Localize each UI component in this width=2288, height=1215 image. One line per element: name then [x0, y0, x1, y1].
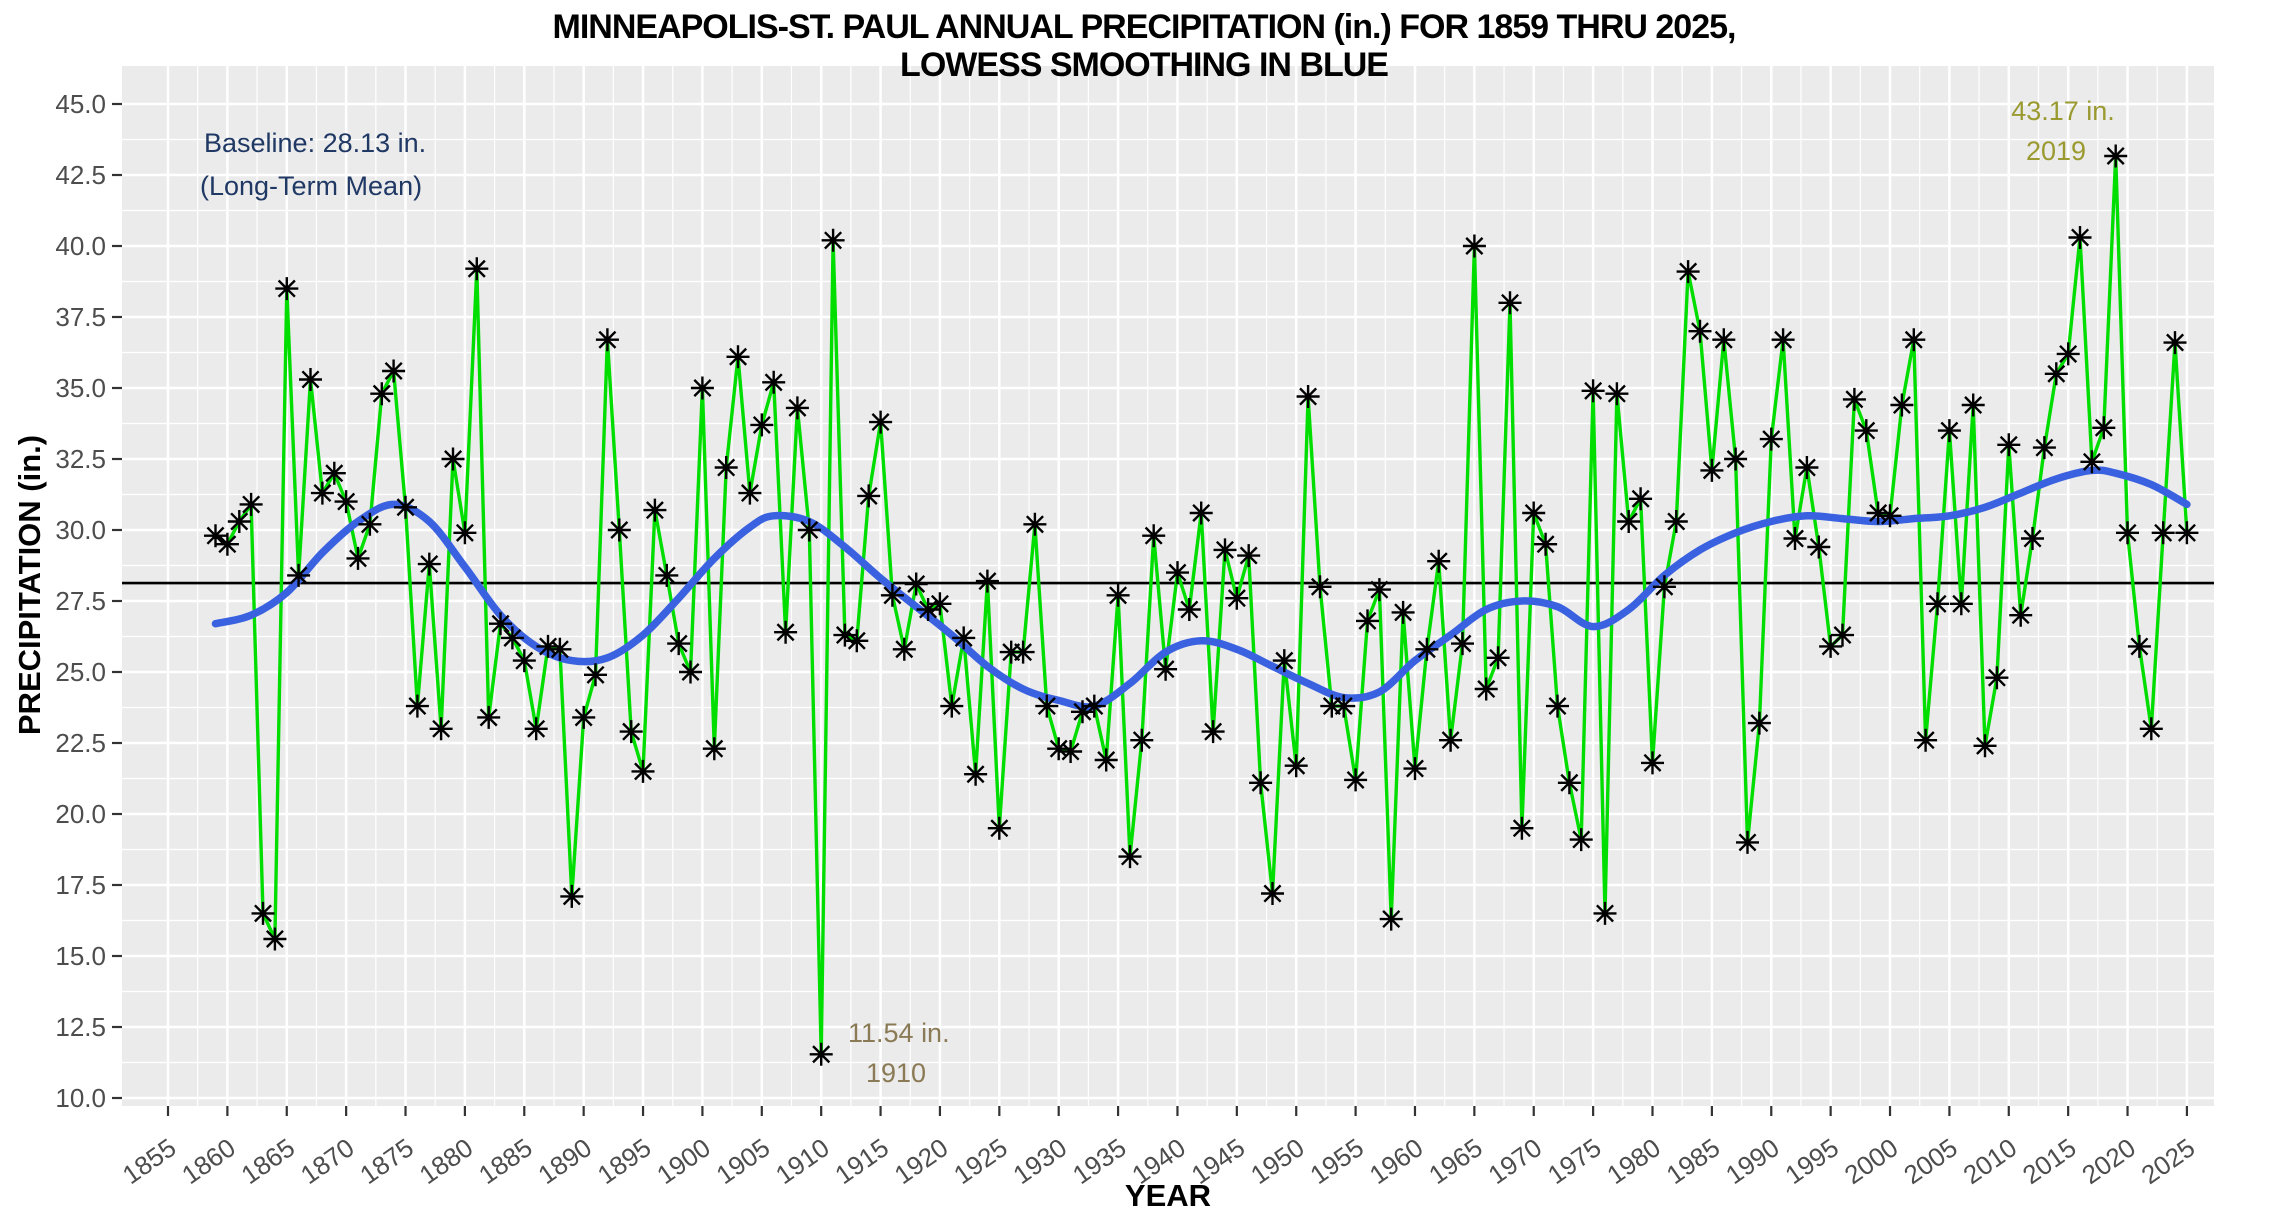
svg-text:20.0: 20.0	[55, 799, 106, 829]
svg-text:1975: 1975	[1542, 1132, 1607, 1190]
svg-text:1915: 1915	[829, 1132, 894, 1190]
svg-text:2000: 2000	[1839, 1132, 1904, 1190]
svg-text:1895: 1895	[592, 1132, 657, 1190]
svg-text:40.0: 40.0	[55, 231, 106, 261]
plot-panel	[122, 66, 2214, 1106]
asterisk-markers	[204, 144, 2199, 1066]
svg-text:1890: 1890	[533, 1132, 598, 1190]
svg-text:22.5: 22.5	[55, 728, 106, 758]
svg-text:1870: 1870	[295, 1132, 360, 1190]
svg-text:30.0: 30.0	[55, 515, 106, 545]
svg-text:1910: 1910	[770, 1132, 835, 1190]
svg-text:35.0: 35.0	[55, 373, 106, 403]
y-axis-title: PRECIPITATION (in.)	[12, 434, 47, 736]
svg-text:1970: 1970	[1483, 1132, 1548, 1190]
svg-text:1885: 1885	[473, 1132, 538, 1190]
y-tick-labels: 10.0 12.5 15.0 17.5 20.0 22.5 25.0 27.5 30.0 32.5…	[55, 89, 106, 1113]
svg-text:17.5: 17.5	[55, 870, 106, 900]
svg-text:10.0: 10.0	[55, 1083, 106, 1113]
min-annotation-value: 11.54 in.	[848, 1018, 950, 1048]
chart-title-line2: LOWESS SMOOTHING IN BLUE	[900, 46, 1389, 84]
svg-text:27.5: 27.5	[55, 586, 106, 616]
max-annotation-year: 2019	[2025, 136, 2087, 166]
svg-text:1905: 1905	[711, 1132, 776, 1190]
svg-text:1930: 1930	[1008, 1132, 1073, 1190]
grid-major	[122, 66, 2214, 1106]
svg-text:1880: 1880	[414, 1132, 479, 1190]
x-axis-title: YEAR	[1124, 1178, 1212, 1213]
svg-text:1955: 1955	[1304, 1132, 1369, 1190]
svg-text:1855: 1855	[117, 1132, 182, 1190]
svg-text:1960: 1960	[1364, 1132, 1429, 1190]
data-markers	[204, 144, 2199, 1066]
svg-text:1920: 1920	[889, 1132, 954, 1190]
svg-text:2010: 2010	[1958, 1132, 2023, 1190]
max-annotation-value: 43.17 in.	[2011, 96, 2115, 126]
svg-text:1980: 1980	[1601, 1132, 1666, 1190]
svg-text:1990: 1990	[1720, 1132, 1785, 1190]
svg-text:2005: 2005	[1898, 1132, 1963, 1190]
svg-text:1935: 1935	[1067, 1132, 1132, 1190]
svg-text:2025: 2025	[2136, 1132, 2201, 1190]
svg-text:45.0: 45.0	[55, 89, 106, 119]
svg-text:2020: 2020	[2076, 1132, 2141, 1190]
svg-text:12.5: 12.5	[55, 1012, 106, 1042]
axis-ticks	[112, 102, 2189, 1116]
svg-text:1875: 1875	[354, 1132, 419, 1190]
svg-text:1965: 1965	[1423, 1132, 1488, 1190]
svg-text:1900: 1900	[651, 1132, 716, 1190]
svg-text:1995: 1995	[1779, 1132, 1844, 1190]
svg-text:1865: 1865	[236, 1132, 301, 1190]
svg-text:1860: 1860	[176, 1132, 241, 1190]
svg-text:15.0: 15.0	[55, 941, 106, 971]
svg-text:1985: 1985	[1661, 1132, 1726, 1190]
svg-text:1950: 1950	[1245, 1132, 1310, 1190]
svg-text:1925: 1925	[948, 1132, 1013, 1190]
min-annotation-year: 1910	[866, 1058, 927, 1088]
lowess-line	[211, 466, 2191, 711]
chart-title-line1: MINNEAPOLIS-ST. PAUL ANNUAL PRECIPITATIO…	[552, 8, 1737, 46]
baseline-note-line2: (Long-Term Mean)	[200, 171, 423, 201]
svg-text:37.5: 37.5	[55, 302, 106, 332]
svg-text:42.5: 42.5	[55, 160, 106, 190]
baseline-note-line1: Baseline: 28.13 in.	[204, 128, 427, 158]
svg-text:2015: 2015	[2017, 1132, 2082, 1190]
svg-text:32.5: 32.5	[55, 444, 106, 474]
svg-text:25.0: 25.0	[55, 657, 106, 687]
